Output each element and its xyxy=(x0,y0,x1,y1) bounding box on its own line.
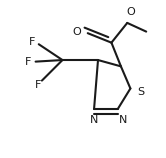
Text: N: N xyxy=(90,115,98,125)
Text: O: O xyxy=(126,7,135,17)
Text: N: N xyxy=(119,115,127,125)
Text: F: F xyxy=(35,79,41,90)
Text: F: F xyxy=(25,57,32,67)
Text: S: S xyxy=(137,87,145,97)
Text: O: O xyxy=(73,27,81,37)
Text: F: F xyxy=(28,37,35,47)
